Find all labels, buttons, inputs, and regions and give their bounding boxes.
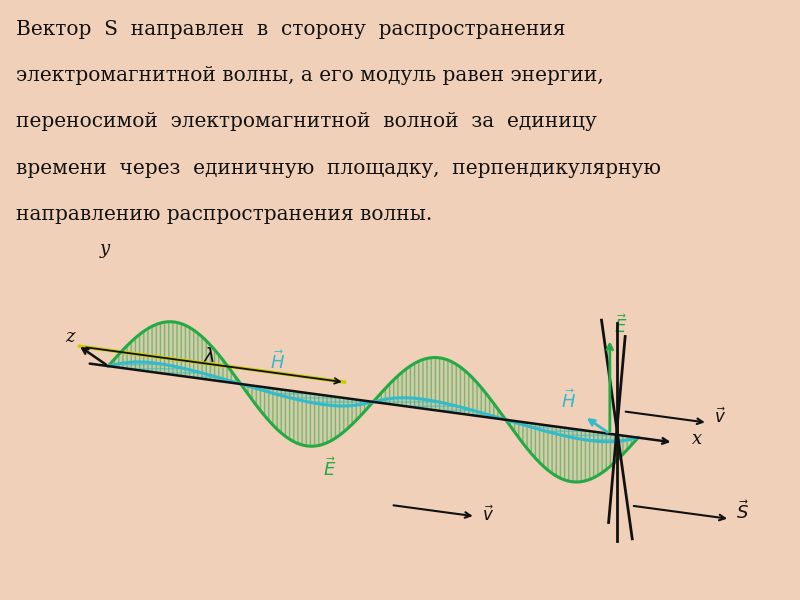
Text: $\vec{S}$: $\vec{S}$: [736, 500, 749, 523]
Polygon shape: [241, 384, 373, 406]
Text: z: z: [66, 328, 75, 346]
Polygon shape: [506, 420, 638, 482]
Text: $\lambda$: $\lambda$: [202, 347, 215, 366]
Text: переносимой  электромагнитной  волной  за  единицу: переносимой электромагнитной волной за е…: [16, 112, 597, 131]
Polygon shape: [108, 322, 240, 384]
Text: электромагнитной волны, а его модуль равен энергии,: электромагнитной волны, а его модуль рав…: [16, 66, 604, 85]
Text: y: y: [99, 240, 110, 258]
Text: x: x: [692, 430, 702, 448]
Text: $\vec{v}$: $\vec{v}$: [714, 407, 726, 427]
Polygon shape: [241, 384, 373, 446]
Polygon shape: [374, 358, 506, 420]
Text: направлению распространения волны.: направлению распространения волны.: [16, 205, 432, 224]
Polygon shape: [108, 362, 240, 384]
Text: Вектор  S  направлен  в  сторону  распространения: Вектор S направлен в сторону распростран…: [16, 20, 566, 39]
Polygon shape: [506, 420, 638, 442]
Text: $\vec{E}$: $\vec{E}$: [614, 314, 627, 337]
Text: $\vec{E}$: $\vec{E}$: [322, 457, 336, 480]
Text: $\vec{H}$: $\vec{H}$: [562, 389, 577, 412]
Text: $\vec{v}$: $\vec{v}$: [482, 505, 494, 524]
Text: времени  через  единичную  площадку,  перпендикулярную: времени через единичную площадку, перпен…: [16, 158, 661, 178]
Text: $\vec{H}$: $\vec{H}$: [270, 350, 285, 373]
Polygon shape: [374, 398, 506, 420]
